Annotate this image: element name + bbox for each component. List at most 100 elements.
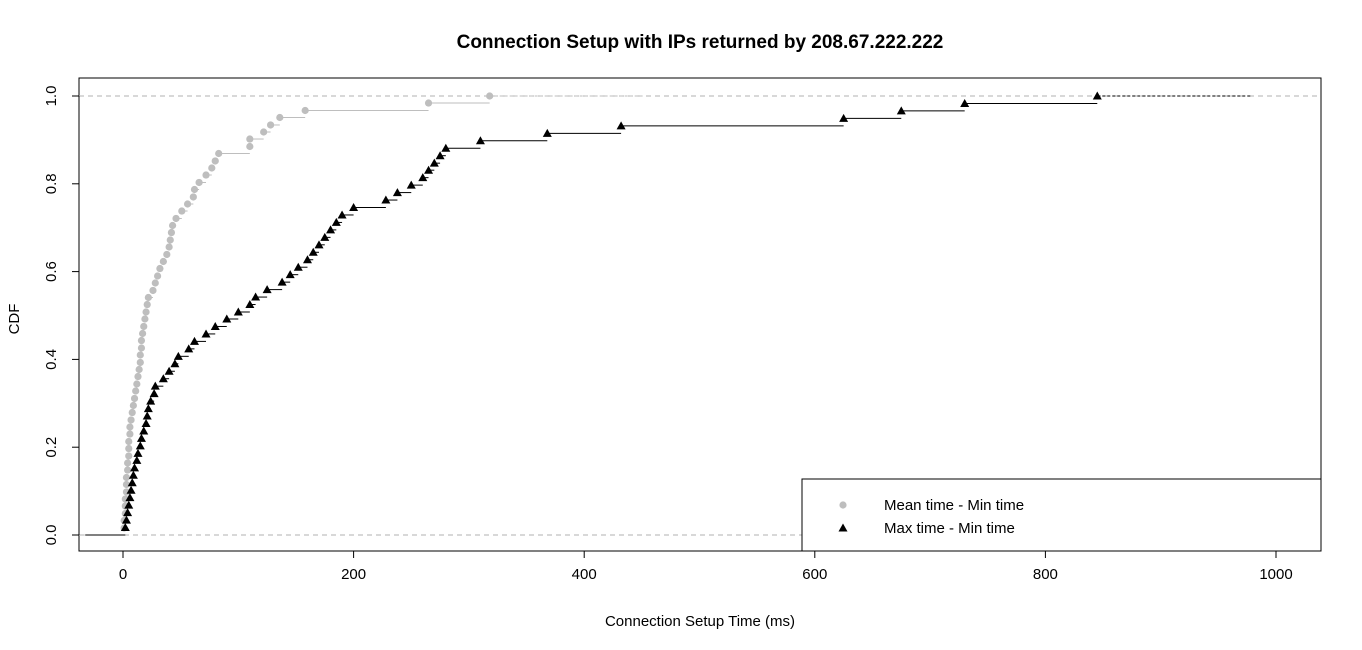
- point-max-minus-min: [441, 143, 451, 152]
- x-tick-label: 800: [1033, 566, 1058, 583]
- point-max-minus-min: [184, 344, 194, 353]
- point-max-minus-min: [320, 232, 330, 241]
- chart-title: Connection Setup with IPs returned by 20…: [457, 32, 944, 53]
- point-mean-minus-min: [167, 228, 176, 237]
- point-mean-minus-min: [190, 185, 199, 194]
- point-mean-minus-min: [124, 459, 132, 467]
- point-mean-minus-min: [159, 257, 167, 266]
- point-max-minus-min: [475, 136, 485, 145]
- point-max-minus-min: [381, 195, 391, 204]
- point-max-minus-min: [132, 455, 142, 464]
- point-mean-minus-min: [189, 193, 197, 201]
- y-tick-label: 0.0: [43, 525, 60, 546]
- y-tick-label: 0.2: [43, 437, 60, 458]
- y-axis-label: CDF: [6, 304, 23, 335]
- point-max-minus-min: [960, 98, 970, 107]
- point-max-minus-min: [896, 106, 906, 115]
- y-axis: 0.0 0.2 0.4 0.6 0.8 1.0: [43, 86, 80, 546]
- point-max-minus-min: [128, 470, 138, 479]
- point-mean-minus-min: [127, 416, 135, 424]
- point-mean-minus-min: [125, 444, 133, 453]
- point-mean-minus-min: [125, 452, 133, 460]
- point-mean-minus-min: [142, 308, 150, 316]
- point-mean-minus-min: [136, 351, 144, 359]
- x-tick-label: 200: [341, 566, 366, 583]
- point-mean-minus-min: [246, 135, 254, 143]
- point-max-minus-min: [164, 366, 174, 375]
- y-tick-label: 1.0: [43, 86, 60, 107]
- point-mean-minus-min: [178, 207, 186, 215]
- point-mean-minus-min: [151, 279, 159, 287]
- point-max-minus-min: [331, 217, 341, 226]
- point-max-minus-min: [839, 113, 849, 122]
- point-max-minus-min: [424, 165, 434, 174]
- point-mean-minus-min: [137, 336, 146, 345]
- point-mean-minus-min: [276, 113, 284, 122]
- legend-label: Max time - Min time: [884, 520, 1015, 537]
- point-max-minus-min: [233, 307, 243, 316]
- point-mean-minus-min: [172, 214, 180, 223]
- point-max-minus-min: [127, 478, 137, 487]
- x-tick-label: 400: [572, 566, 597, 583]
- point-mean-minus-min: [195, 178, 203, 187]
- point-max-minus-min: [141, 418, 151, 427]
- point-mean-minus-min: [132, 387, 140, 395]
- point-max-minus-min: [158, 374, 168, 383]
- point-max-minus-min: [435, 151, 445, 160]
- point-max-minus-min: [201, 329, 211, 338]
- point-mean-minus-min: [168, 221, 177, 230]
- legend-label: Mean time - Min time: [884, 497, 1024, 514]
- y-tick-label: 0.8: [43, 173, 60, 194]
- point-max-minus-min: [126, 485, 136, 494]
- point-mean-minus-min: [183, 200, 192, 208]
- y-tick-label: 0.6: [43, 261, 60, 282]
- point-mean-minus-min: [136, 358, 144, 367]
- point-max-minus-min: [337, 210, 347, 219]
- point-mean-minus-min: [153, 272, 162, 280]
- point-mean-minus-min: [215, 149, 223, 158]
- point-max-minus-min: [222, 314, 232, 323]
- point-max-minus-min: [136, 433, 146, 442]
- point-max-minus-min: [308, 247, 318, 256]
- point-max-minus-min: [326, 225, 336, 234]
- x-axis-label: Connection Setup Time (ms): [605, 613, 795, 630]
- point-mean-minus-min: [149, 286, 157, 295]
- point-max-minus-min: [392, 188, 402, 197]
- y-tick-label: 0.4: [43, 349, 60, 370]
- point-max-minus-min: [1092, 91, 1102, 100]
- point-max-minus-min: [124, 500, 134, 509]
- point-mean-minus-min: [137, 344, 146, 352]
- point-max-minus-min: [135, 441, 145, 450]
- point-max-minus-min: [189, 336, 199, 345]
- point-max-minus-min: [262, 285, 272, 294]
- point-max-minus-min: [277, 277, 287, 286]
- point-max-minus-min: [149, 389, 159, 398]
- point-max-minus-min: [251, 292, 261, 301]
- point-max-minus-min: [285, 270, 295, 279]
- x-axis: 0 200 400 600 800 1000: [119, 550, 1293, 583]
- point-mean-minus-min: [125, 437, 133, 446]
- point-mean-minus-min: [163, 250, 171, 259]
- point-mean-minus-min: [133, 380, 141, 388]
- point-max-minus-min: [139, 426, 149, 435]
- point-mean-minus-min: [246, 142, 254, 151]
- point-mean-minus-min: [126, 423, 134, 431]
- point-max-minus-min: [146, 396, 156, 405]
- point-max-minus-min: [210, 321, 220, 330]
- legend-marker-max-minus-min: [838, 523, 848, 532]
- point-mean-minus-min: [122, 473, 131, 482]
- point-max-minus-min: [121, 515, 131, 524]
- point-mean-minus-min: [166, 236, 174, 244]
- legend: Mean time - Min time Max time - Min time: [801, 478, 1322, 552]
- point-max-minus-min: [542, 128, 552, 137]
- point-mean-minus-min: [139, 329, 147, 338]
- cdf-step-lines: [84, 95, 1253, 536]
- point-mean-minus-min: [144, 293, 152, 302]
- point-mean-minus-min: [143, 300, 151, 309]
- point-max-minus-min: [302, 255, 312, 264]
- point-max-minus-min: [616, 121, 626, 130]
- point-mean-minus-min: [122, 480, 131, 489]
- legend-marker-mean-minus-min: [839, 501, 847, 509]
- point-mean-minus-min: [301, 106, 309, 115]
